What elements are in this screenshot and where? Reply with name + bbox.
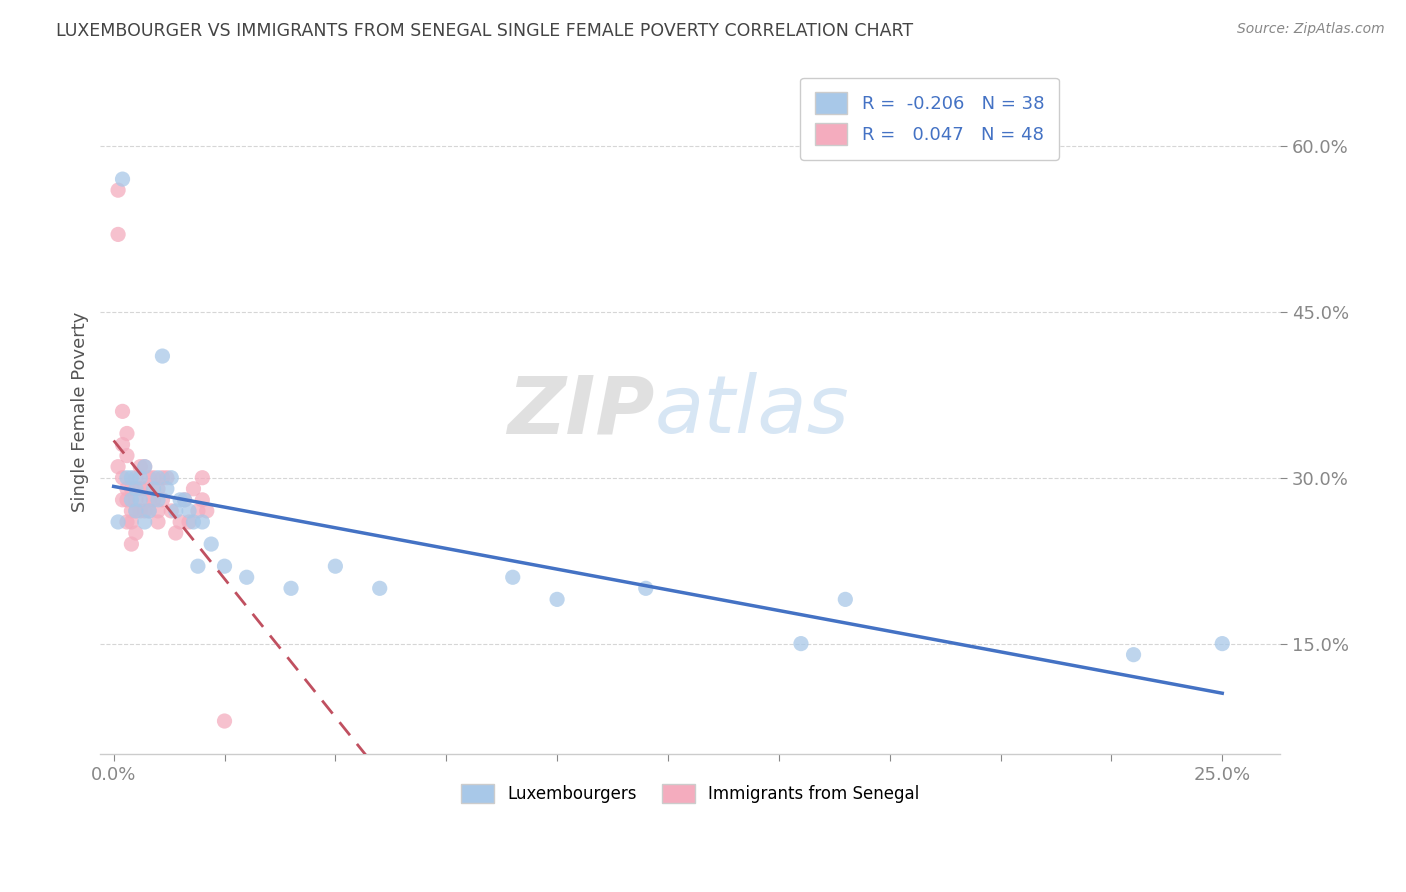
Point — [146, 504, 169, 518]
Point — [146, 471, 169, 485]
Point — [134, 482, 156, 496]
Point — [634, 582, 657, 596]
Point — [235, 570, 257, 584]
Point — [138, 504, 160, 518]
Point — [187, 559, 209, 574]
Point — [120, 482, 142, 496]
Point — [146, 482, 169, 496]
Point — [129, 492, 152, 507]
Point — [134, 459, 156, 474]
Point — [191, 515, 214, 529]
Point — [169, 515, 191, 529]
Point — [200, 537, 222, 551]
Point — [115, 482, 138, 496]
Point — [156, 482, 179, 496]
Point — [152, 492, 174, 507]
Point — [111, 471, 134, 485]
Point — [129, 504, 152, 518]
Text: atlas: atlas — [655, 372, 849, 450]
Point — [138, 504, 160, 518]
Point — [183, 482, 205, 496]
Point — [156, 471, 179, 485]
Point — [790, 637, 813, 651]
Point — [115, 515, 138, 529]
Point — [191, 471, 214, 485]
Point — [125, 504, 148, 518]
Point — [834, 592, 856, 607]
Point — [146, 492, 169, 507]
Point — [111, 437, 134, 451]
Point — [160, 504, 183, 518]
Point — [1122, 648, 1144, 662]
Y-axis label: Single Female Poverty: Single Female Poverty — [72, 311, 89, 511]
Point — [177, 504, 200, 518]
Point — [146, 515, 169, 529]
Point — [107, 459, 129, 474]
Point — [187, 504, 209, 518]
Point — [115, 426, 138, 441]
Point — [107, 227, 129, 242]
Point — [368, 582, 391, 596]
Point — [173, 492, 195, 507]
Point — [1211, 637, 1233, 651]
Point — [173, 492, 195, 507]
Point — [280, 582, 302, 596]
Point — [214, 714, 236, 728]
Point — [129, 482, 152, 496]
Point — [502, 570, 524, 584]
Legend: Luxembourgers, Immigrants from Senegal: Luxembourgers, Immigrants from Senegal — [449, 772, 931, 814]
Point — [183, 515, 205, 529]
Point — [165, 504, 187, 518]
Point — [125, 504, 148, 518]
Point — [120, 504, 142, 518]
Point — [125, 526, 148, 541]
Point — [142, 482, 165, 496]
Point — [120, 515, 142, 529]
Point — [111, 404, 134, 418]
Text: LUXEMBOURGER VS IMMIGRANTS FROM SENEGAL SINGLE FEMALE POVERTY CORRELATION CHART: LUXEMBOURGER VS IMMIGRANTS FROM SENEGAL … — [56, 22, 914, 40]
Point — [129, 459, 152, 474]
Point — [214, 559, 236, 574]
Point — [107, 515, 129, 529]
Point — [111, 172, 134, 186]
Point — [177, 515, 200, 529]
Point — [169, 492, 191, 507]
Point — [134, 515, 156, 529]
Point — [152, 471, 174, 485]
Point — [325, 559, 347, 574]
Point — [160, 471, 183, 485]
Point — [120, 471, 142, 485]
Point — [120, 492, 142, 507]
Point — [165, 526, 187, 541]
Text: Source: ZipAtlas.com: Source: ZipAtlas.com — [1237, 22, 1385, 37]
Point — [142, 492, 165, 507]
Point — [120, 537, 142, 551]
Point — [115, 449, 138, 463]
Point — [152, 349, 174, 363]
Point — [134, 504, 156, 518]
Point — [115, 471, 138, 485]
Text: ZIP: ZIP — [508, 372, 655, 450]
Point — [138, 492, 160, 507]
Point — [129, 471, 152, 485]
Point — [125, 471, 148, 485]
Point — [134, 459, 156, 474]
Point — [142, 471, 165, 485]
Point — [107, 183, 129, 197]
Point — [125, 492, 148, 507]
Point — [195, 504, 218, 518]
Point — [111, 492, 134, 507]
Point — [546, 592, 568, 607]
Point — [125, 482, 148, 496]
Point — [191, 492, 214, 507]
Point — [115, 492, 138, 507]
Point — [138, 471, 160, 485]
